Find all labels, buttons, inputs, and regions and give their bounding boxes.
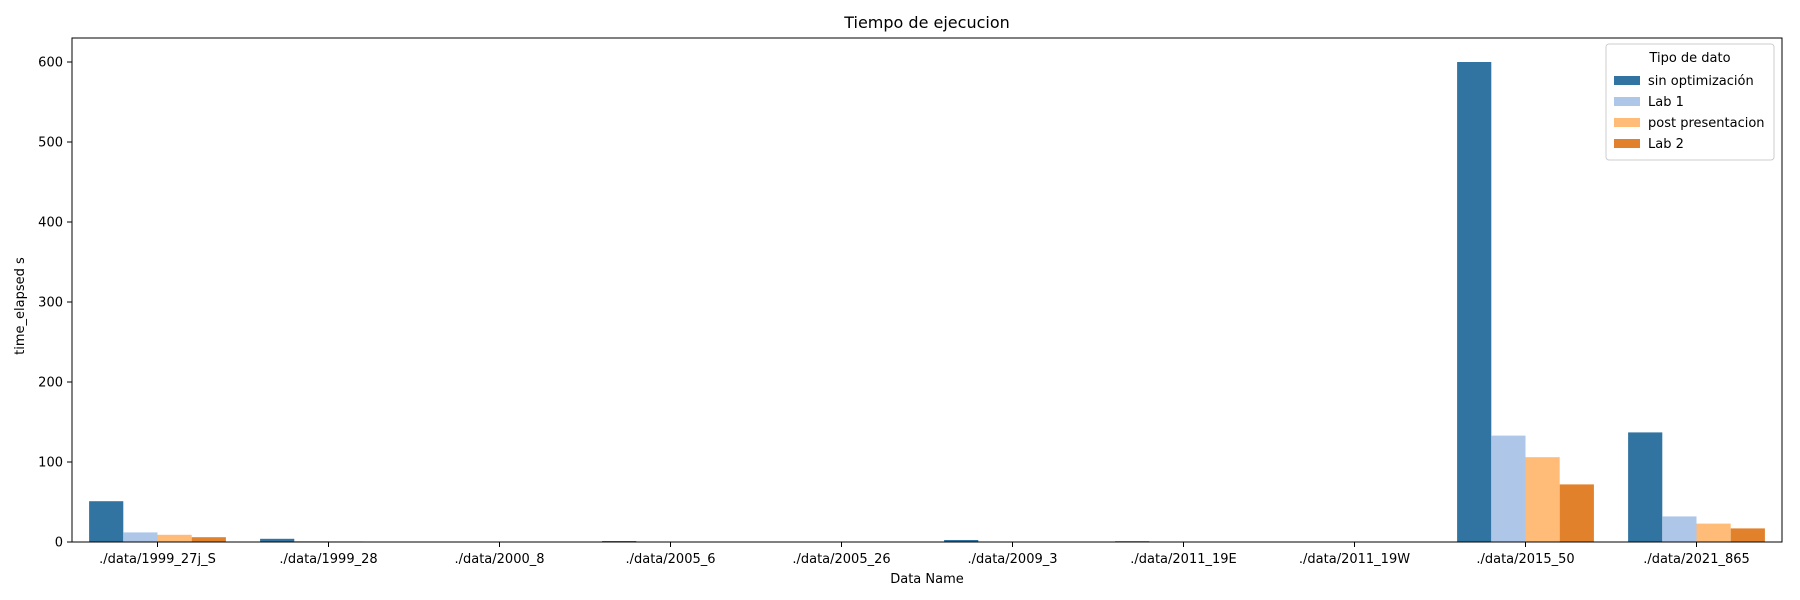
bar (157, 534, 192, 542)
bar (1696, 523, 1731, 542)
plot-frame (71, 37, 1783, 543)
bar (123, 532, 158, 542)
bar (1559, 484, 1594, 542)
x-tick-label: ./data/2005_6 (625, 552, 715, 567)
legend-entry-label: sin optimización (1648, 74, 1754, 89)
y-tick-label: 500 (38, 136, 63, 151)
x-tick-label: ./data/1999_28 (279, 552, 377, 567)
bar (1491, 435, 1526, 542)
y-tick-label: 200 (38, 376, 63, 391)
x-tick-label: ./data/2015_50 (1476, 552, 1574, 567)
bar (260, 538, 295, 542)
y-tick-label: 400 (38, 216, 63, 231)
y-tick-label: 100 (38, 456, 63, 471)
x-tick-label: ./data/2021_865 (1643, 552, 1750, 567)
y-tick-label: 300 (38, 296, 63, 311)
x-tick-label: ./data/2011_19W (1299, 552, 1410, 567)
bar (1662, 516, 1697, 542)
bar (191, 537, 226, 542)
bar (1457, 62, 1492, 542)
axes-group: ./data/1999_27j_S ./data/1999_28 ./data/20… (38, 37, 1783, 567)
x-tick-label: ./data/1999_27j_S (99, 552, 216, 567)
bar (1525, 457, 1560, 542)
bar (944, 540, 979, 542)
legend-entry-label: Lab 2 (1648, 137, 1684, 152)
legend-swatch (1614, 118, 1640, 127)
legend-entry-label: post presentacion (1648, 116, 1765, 131)
x-tick-label: ./data/2005_26 (792, 552, 890, 567)
legend-box (1605, 43, 1775, 161)
x-axis-label: Data Name (890, 572, 964, 587)
y-tick-label: 600 (38, 56, 63, 71)
y-tick-label: 0 (55, 536, 63, 551)
legend-title: Tipo de dato (1648, 51, 1730, 66)
bar (89, 501, 124, 542)
legend: Tipo de dato sin optimización Lab 1 post pr… (1605, 43, 1775, 161)
bars-group (89, 62, 1765, 542)
legend-swatch (1614, 139, 1640, 148)
legend-swatch (1614, 97, 1640, 106)
bar (1730, 528, 1765, 542)
chart-title: Tiempo de ejecucion (843, 13, 1010, 32)
bar (1628, 432, 1663, 542)
x-tick-label: ./data/2000_8 (454, 552, 544, 567)
y-axis-label: time_elapsed s (13, 257, 28, 355)
legend-swatch (1614, 76, 1640, 85)
x-tick-label: ./data/2011_19E (1130, 552, 1237, 567)
legend-entry-label: Lab 1 (1648, 95, 1684, 110)
x-tick-label: ./data/2009_3 (967, 552, 1057, 567)
